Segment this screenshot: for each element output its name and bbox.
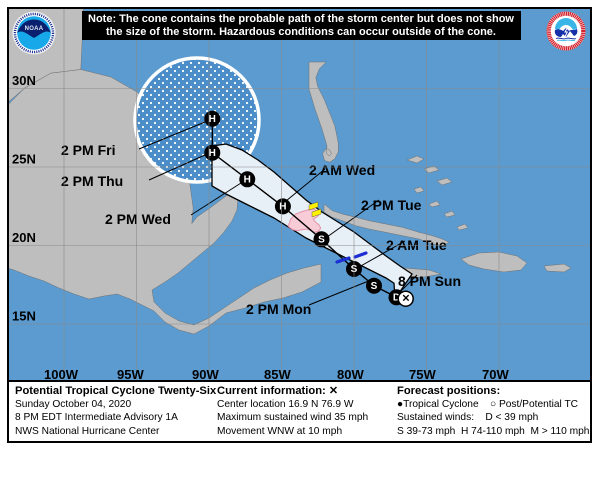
svg-text:25N: 25N	[12, 152, 36, 167]
svg-text:H: H	[209, 148, 216, 159]
svg-text:80W: 80W	[337, 367, 364, 382]
svg-text:2 PM Tue: 2 PM Tue	[361, 197, 422, 213]
svg-text:70W: 70W	[482, 367, 509, 382]
svg-text:S: S	[371, 281, 378, 292]
svg-text:2 PM Wed: 2 PM Wed	[105, 211, 171, 227]
svg-text:2 PM Mon: 2 PM Mon	[246, 301, 311, 317]
svg-text:H: H	[244, 175, 251, 186]
svg-text:15N: 15N	[12, 309, 36, 324]
svg-text:8 PM Sun: 8 PM Sun	[398, 273, 461, 289]
svg-text:85W: 85W	[264, 367, 291, 382]
svg-text:NOAA: NOAA	[25, 26, 44, 32]
svg-text:100W: 100W	[44, 367, 79, 382]
svg-text:H: H	[279, 202, 286, 213]
svg-text:90W: 90W	[192, 367, 219, 382]
svg-text:2 AM Wed: 2 AM Wed	[309, 162, 375, 178]
svg-text:95W: 95W	[117, 367, 144, 382]
svg-text:30N: 30N	[12, 73, 36, 88]
svg-text:✕: ✕	[402, 294, 410, 305]
svg-text:20N: 20N	[12, 230, 36, 245]
svg-text:2 AM Tue: 2 AM Tue	[386, 237, 447, 253]
svg-text:2 PM Thu: 2 PM Thu	[61, 173, 123, 189]
svg-text:2 PM Fri: 2 PM Fri	[61, 142, 115, 158]
svg-text:75W: 75W	[409, 367, 436, 382]
svg-text:H: H	[209, 114, 216, 125]
svg-text:S: S	[318, 235, 325, 246]
